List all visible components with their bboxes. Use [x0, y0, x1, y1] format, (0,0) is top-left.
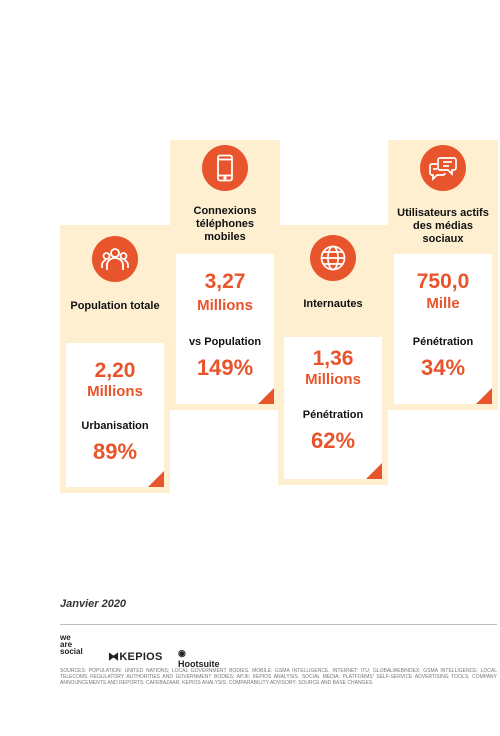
card-value: 3,27: [204, 270, 246, 293]
corner-triangle: [148, 471, 164, 487]
chat-bubbles-icon: [420, 145, 466, 191]
card-unit: Millions: [305, 371, 361, 388]
kepios-mark-icon: ⧓: [108, 651, 120, 663]
card-label: Utilisateurs actifs des médias sociaux: [397, 207, 489, 245]
card-body: 750,0 Mille Pénétration 34%: [388, 254, 498, 410]
card-unit: Mille: [426, 295, 460, 312]
card-value: 750,0: [416, 270, 470, 293]
sources-text: SOURCES: POPULATION: UNITED NATIONS; LOC…: [60, 668, 497, 686]
card-sublabel: Pénétration: [412, 336, 474, 348]
card-header: Connexions téléphones mobiles: [170, 140, 280, 254]
card-body: 1,36 Millions Pénétration 62%: [278, 337, 388, 485]
card-percentage: 149%: [196, 355, 254, 380]
card-header: Population totale: [60, 225, 170, 343]
we-are-social-logo: we are social: [60, 633, 83, 656]
footer-divider: [60, 624, 497, 625]
card-percentage: 62%: [310, 428, 356, 453]
kepios-logo: ⧓KEPIOS: [108, 651, 163, 663]
mobile-phone-icon: [202, 145, 248, 191]
owl-icon: ◉: [178, 648, 186, 658]
card-label: Population totale: [70, 300, 160, 312]
card-population: Population totale 2,20 Millions Urbanisa…: [60, 225, 170, 493]
card-sublabel: vs Population: [188, 336, 262, 348]
hootsuite-logo: ◉ Hootsuite: [178, 648, 220, 669]
card-sublabel: Urbanisation: [81, 420, 149, 432]
card-label: Connexions téléphones mobiles: [193, 205, 257, 243]
card-value: 1,36: [312, 347, 354, 370]
card-social-media: Utilisateurs actifs des médias sociaux 7…: [388, 140, 498, 410]
card-sublabel: Pénétration: [302, 409, 364, 421]
card-header: Utilisateurs actifs des médias sociaux: [388, 140, 498, 254]
card-percentage: 89%: [92, 439, 138, 464]
card-unit: Millions: [197, 297, 253, 314]
corner-triangle: [366, 463, 382, 479]
card-internet: Internautes 1,36 Millions Pénétration 62…: [278, 225, 388, 485]
people-icon: [92, 236, 138, 282]
card-value: 2,20: [94, 359, 136, 382]
card-label: Internautes: [303, 298, 363, 310]
corner-triangle: [258, 388, 274, 404]
card-percentage: 34%: [420, 355, 466, 380]
card-body: 2,20 Millions Urbanisation 89%: [60, 343, 170, 493]
report-date: Janvier 2020: [60, 598, 127, 610]
card-mobile: Connexions téléphones mobiles 3,27 Milli…: [170, 140, 280, 410]
corner-triangle: [476, 388, 492, 404]
globe-icon: [310, 235, 356, 281]
card-header: Internautes: [278, 225, 388, 337]
card-unit: Millions: [87, 383, 143, 400]
card-body: 3,27 Millions vs Population 149%: [170, 254, 280, 410]
